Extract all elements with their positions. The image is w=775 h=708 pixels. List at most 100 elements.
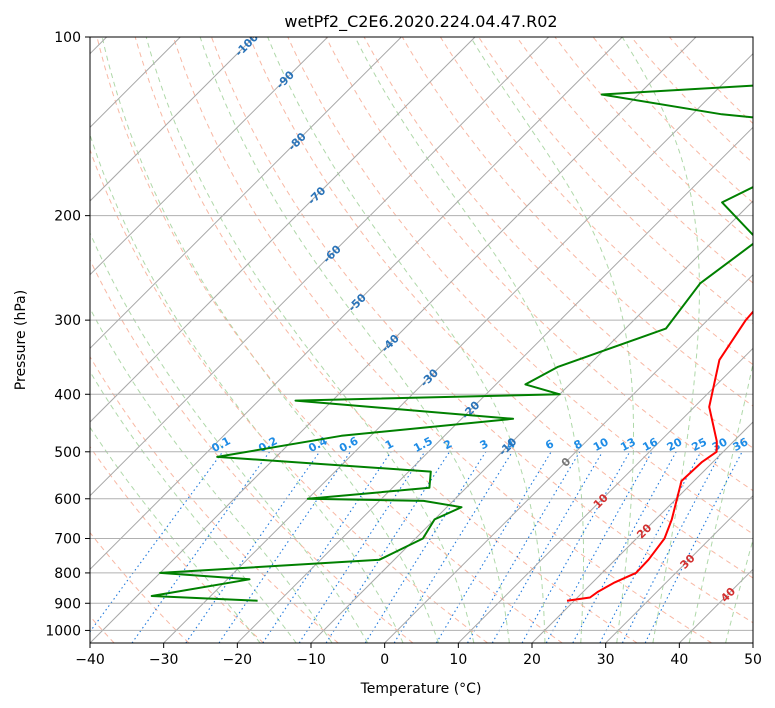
isotherm-label: -40 [379,332,402,355]
mixing-ratio-label: 25 [689,435,709,454]
dewpoint-profile [150,84,753,602]
isotherm [384,273,753,643]
mixing-ratio-label: 36 [731,435,751,454]
mixing-ratio-line [467,451,581,643]
y-tick-label: 700 [54,532,81,548]
mixing-ratio-label: 10 [591,435,611,454]
isotherm [457,347,753,643]
x-tick-label: 40 [670,652,688,668]
mixing-ratio-line [90,451,224,633]
dry-adiabat [90,355,339,643]
moist-adiabat [145,37,475,643]
mixing-ratio-label: 16 [640,435,660,454]
dry-adiabat [134,37,638,643]
mixing-ratio-line [364,451,487,643]
dry-adiabat [554,37,753,244]
dry-adiabat [287,37,753,535]
y-tick-label: 1000 [45,623,81,639]
y-tick-label: 400 [54,387,81,403]
x-axis-label: Temperature (°C) [360,681,482,697]
dry-adiabat [592,37,753,204]
adiabat-label: 40 [718,585,738,605]
isotherm-label: -50 [346,291,369,314]
isotherm [90,37,329,276]
dry-adiabat [325,37,753,492]
isotherm [90,37,697,643]
mixing-ratio-line [185,451,321,643]
moist-adiabat [90,426,261,643]
isotherm [605,494,753,643]
isotherm [752,642,753,643]
y-tick-label: 300 [54,313,81,329]
mixing-ratio-line [521,451,631,643]
isotherm [236,126,753,643]
dry-adiabat [516,37,753,284]
dry-adiabat [90,445,264,643]
isotherm [678,568,753,643]
x-tick-label: −20 [223,652,253,668]
moist-adiabat [90,133,404,643]
x-tick-label: −40 [75,652,105,668]
mixing-ratio-line [325,451,451,643]
y-tick-label: 500 [54,445,81,461]
mixing-ratio-line [599,451,702,643]
mixing-ratio-label: 3 [478,437,491,452]
mixing-ratio-label: 13 [618,435,638,454]
mixing-ratio-line [131,451,271,643]
mixing-ratio-label: 6 [543,437,556,452]
isotherm [90,37,550,497]
mixing-ratio-line [393,451,513,643]
y-tick-label: 900 [54,596,81,612]
x-tick-label: 50 [744,652,762,668]
y-tick-label: 100 [54,30,81,46]
moist-adiabat [90,370,297,643]
isotherm [90,37,402,350]
dry-adiabat [669,37,753,125]
x-tick-label: 10 [449,652,467,668]
mixing-ratio-label: 20 [665,435,685,454]
x-tick-label: −10 [296,652,326,668]
isotherm [90,37,476,423]
y-tick-label: 200 [54,209,81,225]
x-tick-label: 30 [597,652,615,668]
plot-frame [89,36,754,644]
moist-adiabat [470,37,634,643]
isotherm [531,421,753,643]
dry-adiabat [96,37,563,643]
isotherm [90,37,623,571]
isotherm [163,52,753,643]
mixing-ratio-line [491,451,603,643]
y-tick-label: 800 [54,566,81,582]
dry-adiabat [90,148,488,643]
dry-adiabat [90,531,190,643]
dry-adiabat [90,258,414,643]
dry-adiabat [401,37,753,407]
x-tick-label: 0 [380,652,389,668]
y-tick-label: 600 [54,492,81,508]
temperature-profile [566,310,753,602]
moist-adiabat [101,37,439,643]
dry-adiabat [439,37,753,366]
mixing-ratio-label: 2 [441,437,454,452]
moist-adiabat [267,37,546,643]
x-tick-label: 20 [523,652,541,668]
mixing-ratio-label: 30 [710,435,730,454]
mixing-ratio-line [572,451,677,643]
isotherm [90,37,255,202]
isotherm-label: -70 [305,184,328,207]
x-tick-label: −30 [149,652,179,668]
moist-adiabat [90,231,369,643]
chart-title: wetPf2_C2E6.2020.224.04.47.R02 [284,12,557,32]
mixing-ratio-line [262,451,392,643]
y-axis-label: Pressure (hPa) [13,290,29,390]
mixing-ratio-line [298,451,426,643]
adiabat-label: 30 [678,552,698,572]
adiabat-label: 0 [559,455,574,470]
mixing-ratio-line [435,451,552,643]
moist-adiabat [90,307,333,643]
dry-adiabat [249,37,753,579]
isotherm [310,200,753,643]
mixing-ratio-line [644,451,743,643]
